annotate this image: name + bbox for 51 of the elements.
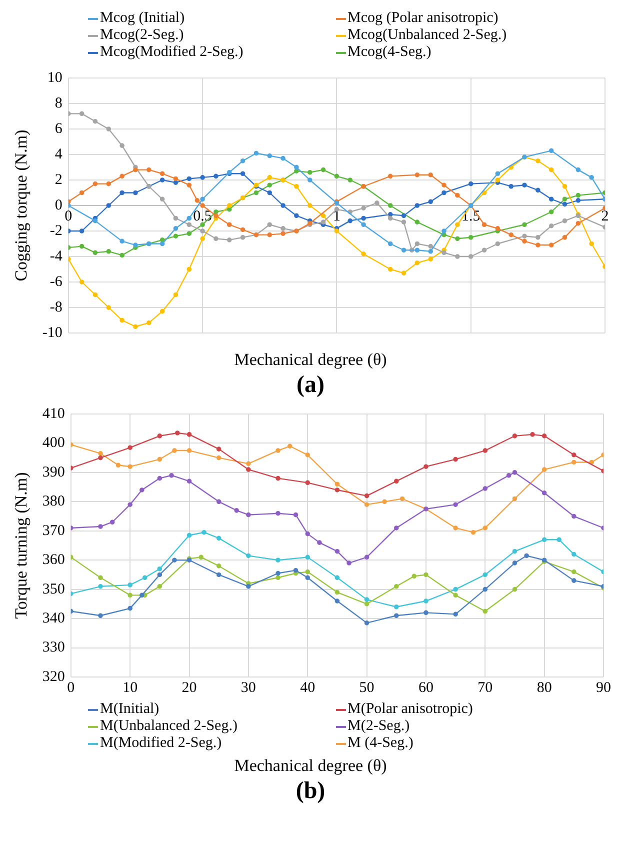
text: (b) xyxy=(294,778,326,805)
y-tick-label: 8 xyxy=(54,95,62,112)
legend-label: Mcog(4-Seg.) xyxy=(348,44,432,61)
text: (a) xyxy=(296,372,326,399)
y-tick-label: 380 xyxy=(42,494,65,510)
legend-label: M(Initial) xyxy=(100,701,160,718)
x-tick-label: 80 xyxy=(536,680,552,696)
y-tick-label: 320 xyxy=(42,668,65,685)
y-tick-label: 350 xyxy=(42,581,65,598)
x-axis-title: Mechanical degree (θ) xyxy=(233,350,388,370)
legend-label: M (4-Seg.) xyxy=(348,735,414,752)
y-axis-title: Cogging torque (N.m) xyxy=(12,130,31,282)
legend-label: Mcog(2-Seg.) xyxy=(100,27,184,44)
y-tick-label: 2 xyxy=(54,172,62,188)
x-tick-label: 40 xyxy=(300,680,316,696)
x-tick-label: 0 xyxy=(67,680,75,696)
y-tick-label: 340 xyxy=(42,610,65,626)
y-tick-label: -6 xyxy=(50,274,63,290)
y-tick-label: 360 xyxy=(42,552,65,568)
y-tick-label: 10 xyxy=(47,70,62,86)
legend-label: M(Modified 2-Seg.) xyxy=(100,735,222,752)
legend-label: Mcog (Polar anisotropic) xyxy=(348,10,498,27)
x-tick-label: 30 xyxy=(240,680,256,696)
x-tick-label: 60 xyxy=(418,680,434,696)
y-tick-label: -8 xyxy=(50,299,62,316)
x-tick-label: 90 xyxy=(596,680,611,696)
x-tick-label: 2 xyxy=(601,208,609,224)
x-tick-label: 20 xyxy=(182,680,197,696)
y-tick-label: 390 xyxy=(42,464,65,480)
legend-label: M(Polar anisotropic) xyxy=(348,701,473,718)
y-tick-label: 410 xyxy=(42,406,65,422)
x-tick-label: 0.5 xyxy=(193,208,212,224)
legend-label: M(2-Seg.) xyxy=(348,718,410,735)
y-tick-label: -4 xyxy=(50,248,63,264)
x-tick-label: 10 xyxy=(122,680,138,696)
x-tick-label: 70 xyxy=(478,680,493,696)
legend-label: Mcog(Unbalanced 2-Seg.) xyxy=(348,27,507,44)
x-tick-label: 50 xyxy=(359,680,374,696)
y-tick-label: 4 xyxy=(54,146,63,162)
y-tick-label: -10 xyxy=(42,324,62,341)
y-tick-label: 370 xyxy=(42,522,65,539)
y-tick-label: 400 xyxy=(42,435,65,452)
legend-label: Mcog(Modified 2-Seg.) xyxy=(100,44,244,61)
x-axis-title: Mechanical degree (θ) xyxy=(233,756,388,776)
y-tick-label: 330 xyxy=(42,640,65,656)
y-tick-label: 6 xyxy=(54,120,63,137)
legend-label: Mcog (Initial) xyxy=(100,10,185,27)
y-tick-label: -2 xyxy=(50,222,62,239)
legend-label: M(Unbalanced 2-Seg.) xyxy=(100,718,238,735)
y-tick-label: 0 xyxy=(54,197,62,214)
y-axis-title: Torque turning (N.m) xyxy=(12,472,31,619)
